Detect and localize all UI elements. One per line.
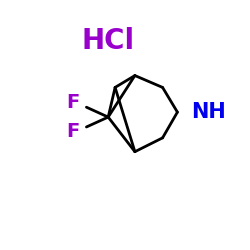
Text: F: F xyxy=(66,122,79,142)
Text: HCl: HCl xyxy=(82,27,135,55)
Text: NH: NH xyxy=(191,102,226,122)
Text: F: F xyxy=(66,93,79,112)
